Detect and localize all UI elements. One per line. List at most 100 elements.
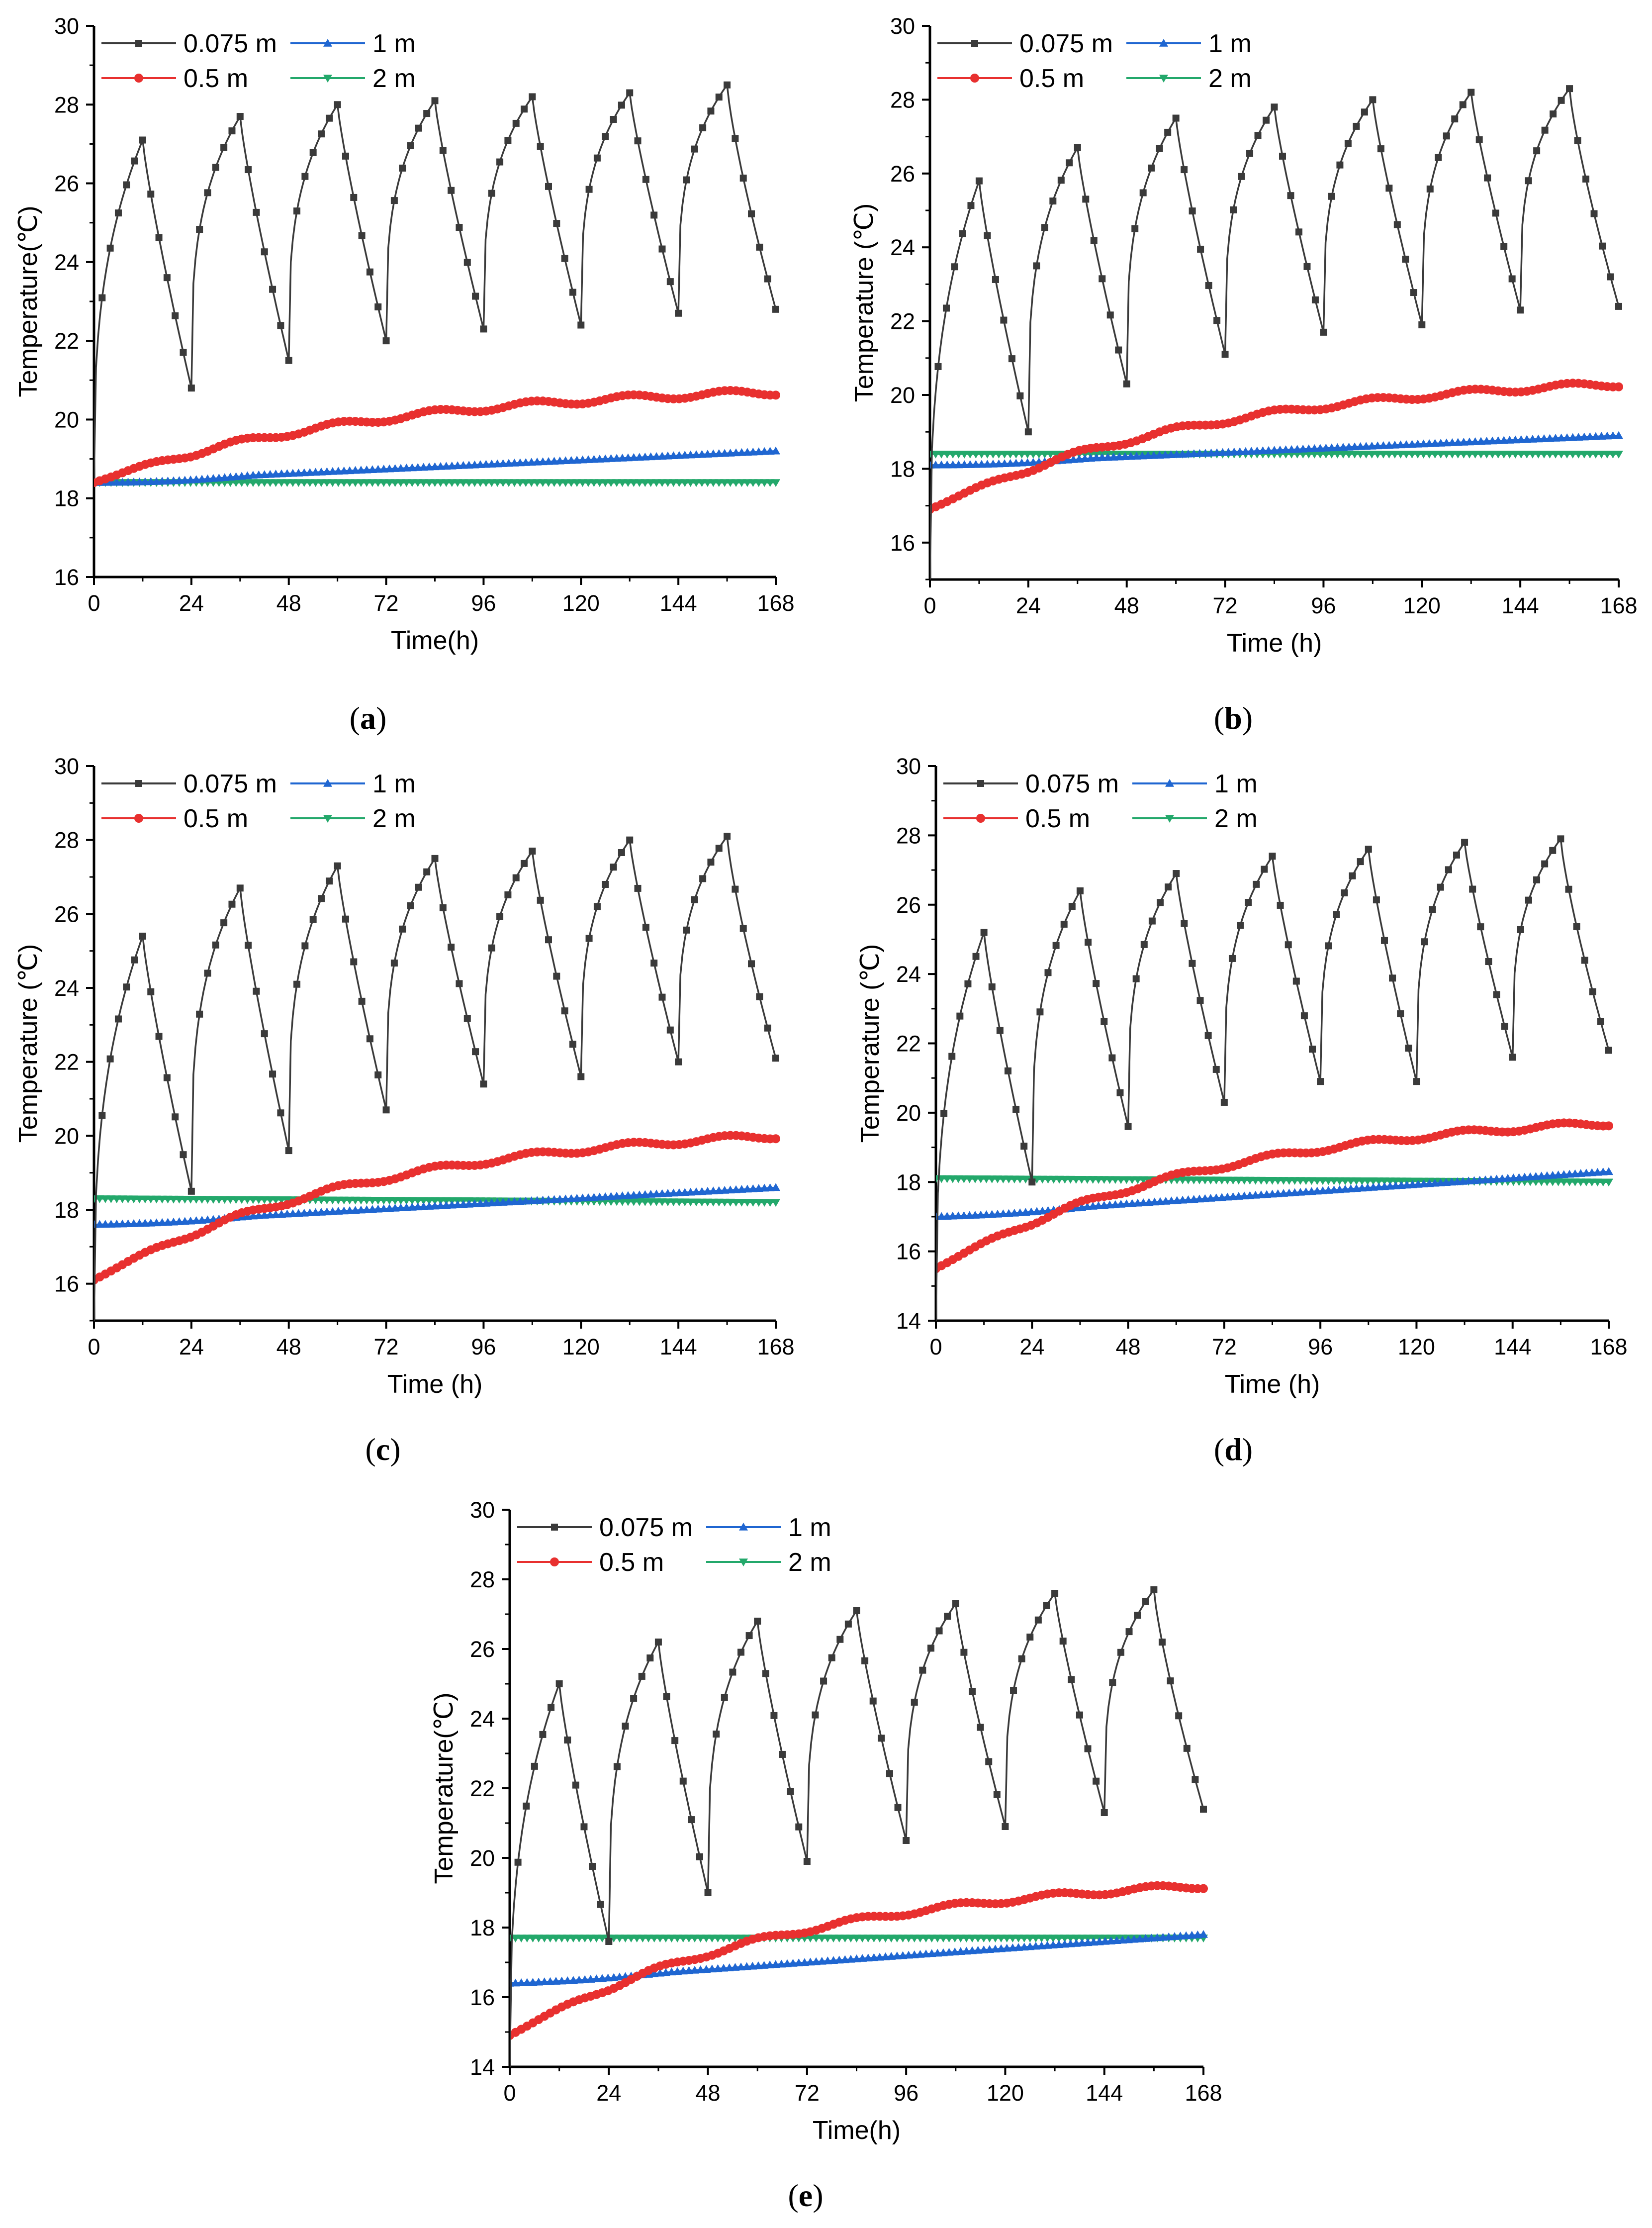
data-point	[1017, 450, 1026, 459]
data-point	[1099, 275, 1106, 283]
legend-marker	[135, 40, 142, 47]
data-point	[1028, 450, 1038, 459]
data-point	[220, 1196, 229, 1204]
data-point	[564, 1736, 571, 1744]
data-point	[933, 1935, 942, 1942]
data-point	[374, 303, 382, 310]
data-point	[721, 1694, 728, 1701]
data-point	[667, 1935, 676, 1942]
data-point	[1008, 355, 1015, 363]
data-point	[1224, 448, 1233, 456]
x-tick-label: 72	[1213, 593, 1238, 618]
data-point	[366, 1035, 373, 1043]
data-point	[551, 1935, 560, 1942]
data-point	[1511, 450, 1520, 459]
legend-label: 1 m	[372, 29, 416, 58]
data-point	[1482, 450, 1491, 459]
data-point	[585, 186, 593, 193]
data-point	[1597, 432, 1606, 440]
data-point	[1247, 447, 1256, 455]
data-point	[175, 1195, 184, 1204]
data-point	[538, 479, 548, 487]
y-tick-label: 18	[54, 486, 79, 511]
data-point	[504, 137, 512, 144]
data-point	[878, 1735, 885, 1742]
data-point	[1023, 450, 1032, 459]
data-point	[1597, 450, 1606, 459]
data-point	[1044, 969, 1052, 976]
data-point	[1181, 166, 1188, 174]
data-point	[597, 1901, 604, 1908]
data-point	[869, 1697, 877, 1705]
data-point	[960, 450, 969, 459]
y-tick-label: 30	[896, 754, 921, 779]
data-point	[1476, 437, 1485, 445]
data-point	[436, 479, 445, 487]
data-point	[463, 259, 471, 266]
legend-marker	[977, 780, 984, 787]
data-point	[299, 479, 309, 487]
data-point	[1557, 433, 1566, 442]
data-point	[237, 479, 247, 487]
data-point	[456, 980, 463, 987]
data-point	[1106, 311, 1114, 319]
data-point	[399, 925, 406, 933]
data-point	[1304, 450, 1313, 459]
data-point	[583, 479, 593, 487]
data-point	[702, 1935, 711, 1942]
data-point	[447, 479, 457, 487]
data-point	[511, 1935, 520, 1942]
y-tick-label: 14	[896, 1308, 921, 1334]
data-point	[212, 941, 219, 949]
data-point	[515, 479, 525, 487]
data-point	[754, 479, 763, 487]
data-point	[1402, 256, 1409, 263]
data-point	[1476, 450, 1485, 459]
data-point	[1237, 922, 1244, 929]
data-point	[1148, 164, 1155, 172]
data-point	[129, 478, 138, 485]
data-point	[1333, 911, 1340, 918]
data-point	[1605, 1047, 1612, 1054]
data-point	[1076, 887, 1084, 894]
data-point	[618, 101, 625, 109]
legend: 0.075 m 1 m 0.5 m 2 m	[101, 770, 416, 833]
data-point	[1093, 980, 1100, 987]
data-point	[951, 263, 958, 271]
data-point	[644, 1935, 653, 1942]
data-point	[770, 1712, 778, 1719]
data-point	[1000, 316, 1008, 324]
data-point	[1413, 439, 1423, 448]
legend-marker	[976, 814, 985, 823]
data-point	[1328, 193, 1335, 200]
data-point	[1377, 145, 1384, 153]
data-point	[1066, 1935, 1075, 1942]
data-point	[253, 208, 260, 216]
data-point	[1499, 450, 1509, 459]
data-point	[309, 916, 317, 923]
x-tick-label: 0	[929, 1334, 942, 1359]
data-point	[112, 1219, 121, 1228]
data-point	[339, 479, 349, 487]
data-point	[1123, 380, 1130, 387]
series-s0075	[510, 1586, 1207, 2067]
y-tick-label: 30	[54, 754, 79, 779]
data-point	[533, 479, 542, 487]
data-point	[407, 142, 414, 150]
data-point	[1579, 450, 1589, 459]
data-point	[553, 972, 560, 980]
data-point	[1165, 883, 1172, 891]
series-line	[510, 1587, 1204, 2067]
data-point	[618, 849, 625, 856]
data-point	[1037, 1935, 1046, 1942]
data-point	[1125, 1628, 1133, 1636]
data-point	[521, 860, 528, 867]
data-point	[817, 1935, 826, 1942]
data-point	[1445, 866, 1452, 873]
data-point	[367, 479, 377, 487]
data-point	[993, 1791, 1001, 1798]
legend-marker	[739, 1558, 748, 1566]
legend-marker	[971, 40, 978, 47]
data-point	[504, 479, 514, 487]
